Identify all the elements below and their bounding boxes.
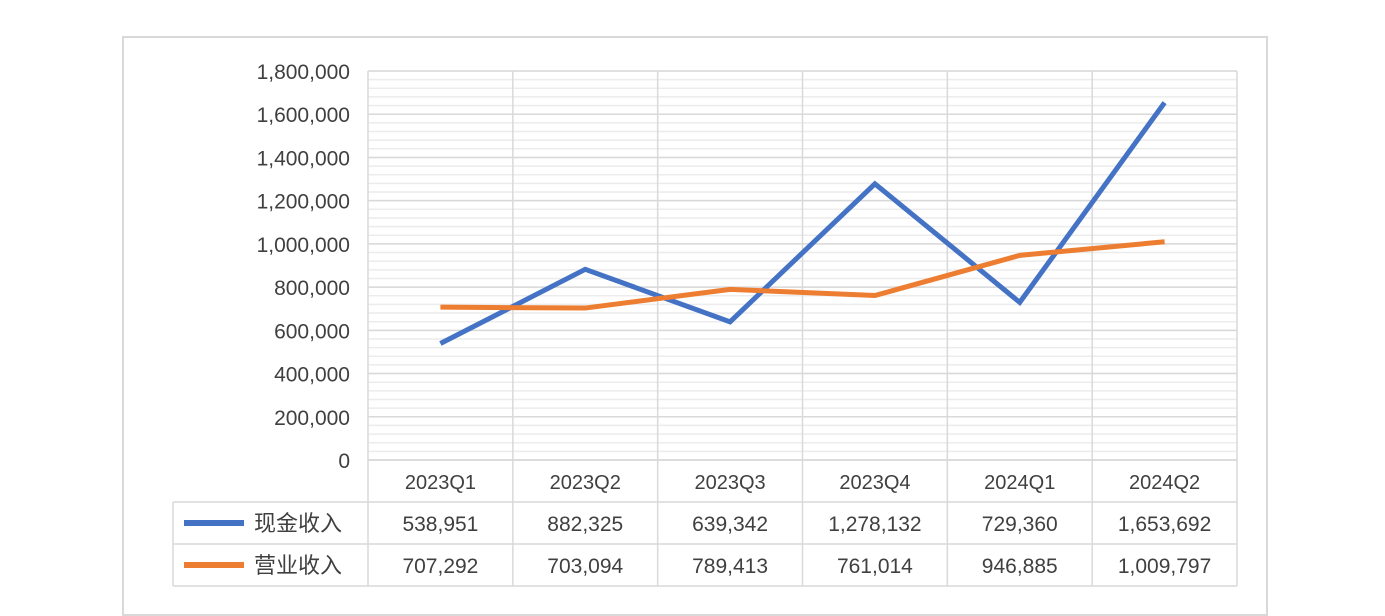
legend-series-name: 现金收入 (254, 511, 342, 536)
x-category-label: 2023Q3 (694, 472, 765, 494)
x-category-label: 2023Q2 (550, 472, 621, 494)
major-gridlines (368, 71, 1237, 460)
y-axis-tick-labels: 0 200,000 400,000 600,000 800,000 1,000,000 1,… (257, 61, 350, 473)
table-value: 1,653,692 (1118, 513, 1211, 536)
table-value: 789,413 (692, 555, 768, 578)
y-tick-label: 200,000 (274, 407, 350, 430)
x-category-label: 2023Q1 (405, 472, 476, 494)
y-tick-label: 0 (338, 450, 350, 473)
table-value: 946,885 (982, 555, 1058, 578)
table-value: 1,278,132 (828, 513, 921, 536)
y-tick-label: 1,000,000 (257, 234, 350, 257)
y-tick-label: 800,000 (274, 277, 350, 300)
legend-series-name: 营业收入 (254, 553, 342, 578)
y-tick-label: 1,200,000 (257, 191, 350, 214)
y-tick-label: 1,400,000 (257, 147, 350, 170)
data-table: 2023Q1 2023Q2 2023Q3 2023Q4 2024Q1 2024Q2 现金收入… (173, 460, 1237, 586)
table-value: 882,325 (547, 513, 623, 536)
x-category-label: 2024Q2 (1129, 472, 1200, 494)
line-chart: 0 200,000 400,000 600,000 800,000 1,000,000 1,… (0, 0, 1385, 601)
y-tick-label: 1,600,000 (257, 104, 350, 127)
y-tick-label: 1,800,000 (257, 61, 350, 84)
y-tick-label: 600,000 (274, 320, 350, 343)
table-value: 707,292 (402, 555, 478, 578)
table-value: 703,094 (547, 555, 623, 578)
table-value: 761,014 (837, 555, 913, 578)
table-value: 729,360 (982, 513, 1058, 536)
table-value: 639,342 (692, 513, 768, 536)
table-value: 538,951 (402, 513, 478, 536)
table-value: 1,009,797 (1118, 555, 1211, 578)
x-category-label: 2024Q1 (984, 472, 1055, 494)
x-category-label: 2023Q4 (839, 472, 910, 494)
y-tick-label: 400,000 (274, 364, 350, 387)
